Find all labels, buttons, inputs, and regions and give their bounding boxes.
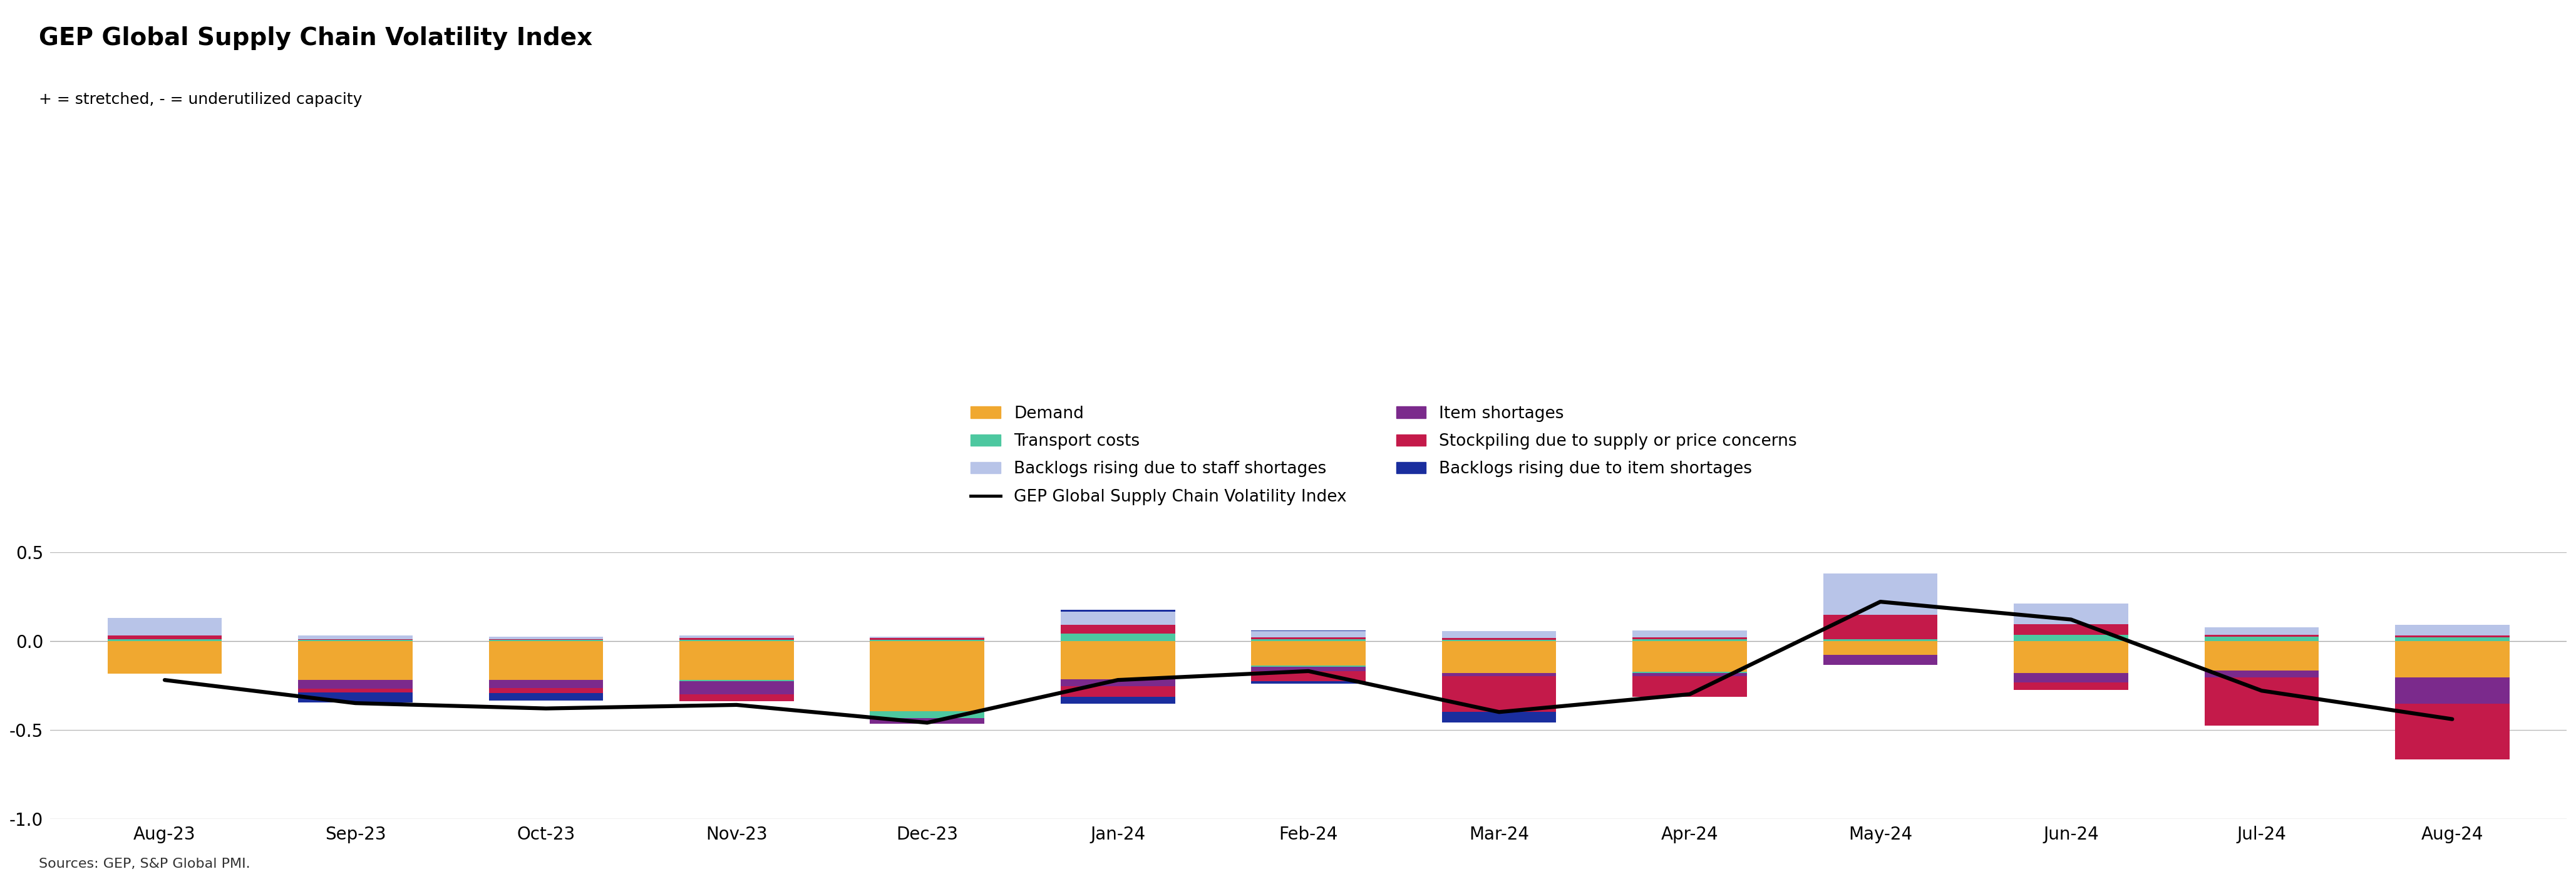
Bar: [299, 689, 412, 693]
Bar: [1824, 641, 1937, 655]
Bar: [1061, 625, 1175, 634]
Bar: [2205, 635, 2318, 636]
Bar: [1633, 677, 1747, 697]
Bar: [2396, 678, 2509, 704]
Bar: [680, 681, 793, 694]
Bar: [489, 680, 603, 688]
Bar: [1633, 630, 1747, 637]
Bar: [680, 636, 793, 638]
Bar: [871, 636, 984, 638]
Bar: [1061, 641, 1175, 679]
Bar: [1061, 697, 1175, 704]
Bar: [2396, 641, 2509, 678]
Bar: [680, 640, 793, 641]
Bar: [680, 680, 793, 681]
Bar: [1061, 610, 1175, 612]
Bar: [1824, 573, 1937, 615]
Bar: [1824, 639, 1937, 641]
Bar: [299, 641, 412, 680]
Bar: [1061, 686, 1175, 697]
Bar: [2014, 673, 2128, 683]
Bar: [299, 640, 412, 641]
Bar: [489, 688, 603, 694]
Bar: [2205, 636, 2318, 641]
Bar: [1252, 641, 1365, 665]
Bar: [2396, 636, 2509, 637]
Bar: [489, 639, 603, 640]
Bar: [2014, 641, 2128, 673]
Bar: [1443, 638, 1556, 640]
Bar: [2014, 624, 2128, 635]
Text: GEP Global Supply Chain Volatility Index: GEP Global Supply Chain Volatility Index: [39, 26, 592, 50]
Bar: [1443, 631, 1556, 638]
Bar: [1252, 665, 1365, 666]
Bar: [1061, 612, 1175, 625]
Bar: [1824, 655, 1937, 665]
Bar: [1443, 640, 1556, 641]
Bar: [2396, 625, 2509, 636]
Bar: [1633, 673, 1747, 677]
Bar: [1252, 630, 1365, 631]
Bar: [489, 641, 603, 680]
Bar: [489, 694, 603, 701]
Bar: [1252, 666, 1365, 671]
Bar: [871, 638, 984, 640]
Bar: [1061, 679, 1175, 686]
Bar: [871, 718, 984, 723]
Bar: [1633, 672, 1747, 673]
Bar: [299, 639, 412, 640]
Bar: [108, 618, 222, 636]
Bar: [871, 711, 984, 718]
Bar: [2205, 628, 2318, 635]
Bar: [108, 639, 222, 641]
Bar: [2205, 641, 2318, 670]
Bar: [1824, 615, 1937, 639]
Bar: [1252, 681, 1365, 684]
Bar: [871, 641, 984, 711]
Bar: [871, 640, 984, 641]
Legend: Demand, Transport costs, Backlogs rising due to staff shortages, GEP Global Supp: Demand, Transport costs, Backlogs rising…: [971, 405, 1798, 505]
Bar: [1443, 641, 1556, 673]
Bar: [299, 693, 412, 702]
Bar: [108, 636, 222, 639]
Bar: [108, 641, 222, 674]
Bar: [2396, 704, 2509, 759]
Bar: [299, 680, 412, 689]
Bar: [680, 638, 793, 640]
Bar: [1252, 637, 1365, 639]
Bar: [2014, 604, 2128, 624]
Bar: [299, 636, 412, 639]
Bar: [1252, 671, 1365, 681]
Bar: [1633, 639, 1747, 641]
Text: + = stretched, - = underutilized capacity: + = stretched, - = underutilized capacit…: [39, 92, 363, 107]
Bar: [2205, 678, 2318, 725]
Bar: [2396, 637, 2509, 641]
Bar: [680, 694, 793, 701]
Bar: [1633, 637, 1747, 639]
Bar: [489, 640, 603, 641]
Bar: [2014, 635, 2128, 641]
Bar: [680, 641, 793, 680]
Bar: [2014, 683, 2128, 690]
Bar: [1443, 677, 1556, 712]
Bar: [1633, 641, 1747, 672]
Bar: [2205, 670, 2318, 678]
Bar: [1252, 631, 1365, 637]
Bar: [1252, 639, 1365, 641]
Bar: [489, 636, 603, 639]
Bar: [1061, 634, 1175, 641]
Text: Sources: GEP, S&P Global PMI.: Sources: GEP, S&P Global PMI.: [39, 858, 250, 870]
Bar: [1443, 673, 1556, 677]
Bar: [1443, 712, 1556, 723]
